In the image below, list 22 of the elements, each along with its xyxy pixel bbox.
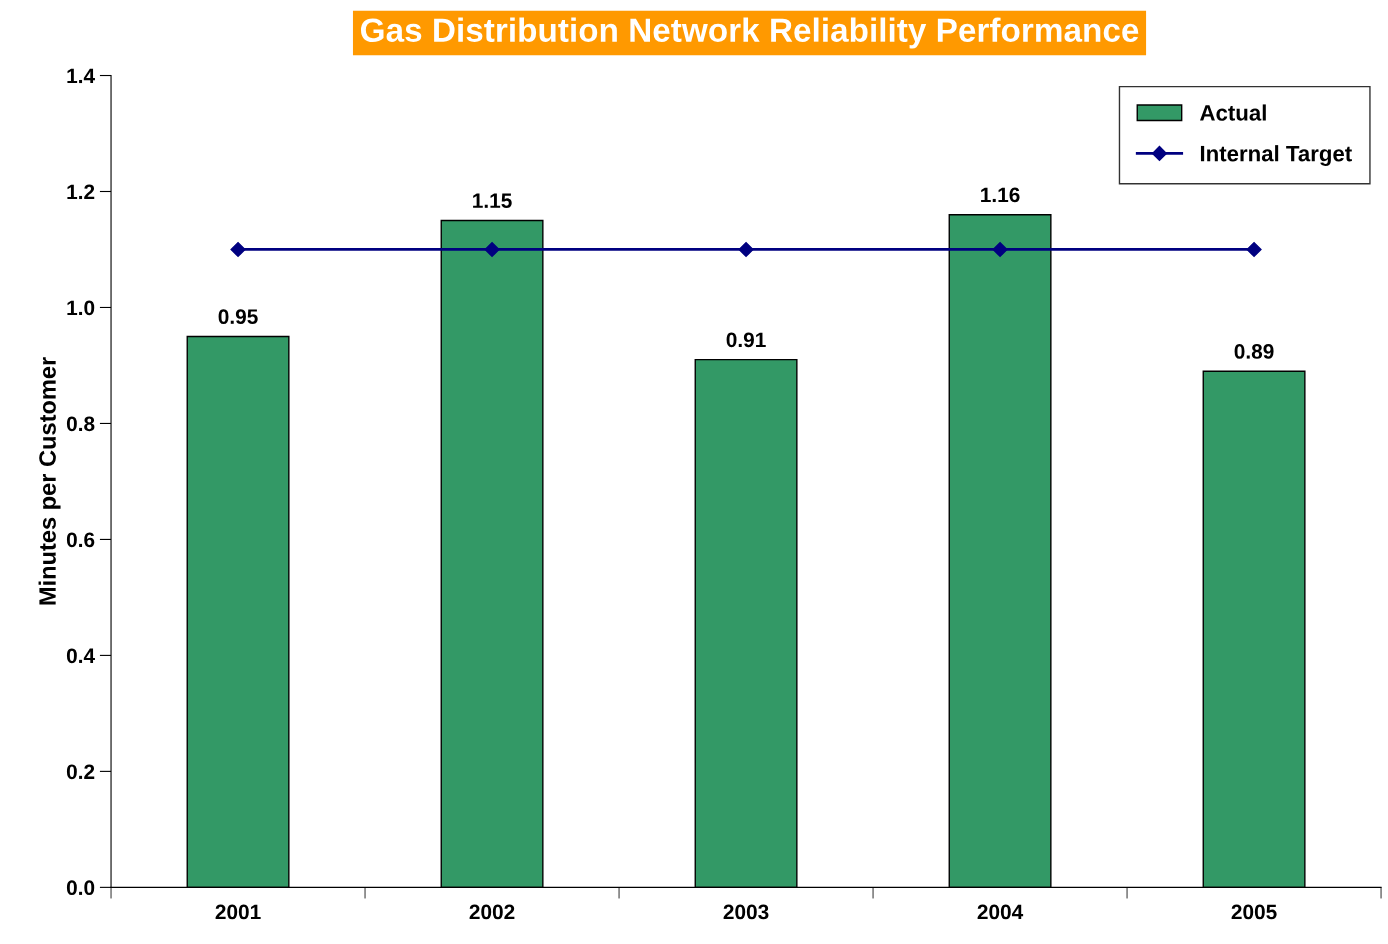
data-label: 0.91	[726, 332, 766, 348]
y-tick-label: 0.8	[66, 416, 95, 432]
data-label: 1.15	[473, 193, 512, 209]
y-tick-label: 1.4	[67, 68, 95, 84]
y-tick-label: 0.6	[66, 532, 95, 548]
x-tick-label: 2002	[469, 904, 515, 920]
data-label: 0.89	[1234, 344, 1274, 359]
data-label: 1.16	[981, 187, 1020, 203]
legend-label: Internal Target	[1200, 145, 1352, 166]
data-label: 0.95	[218, 309, 258, 325]
x-tick-label: 2005	[1231, 904, 1277, 920]
chart-title: Gas Distribution Network Reliability Performance	[361, 17, 1139, 49]
x-tick-label: 2003	[723, 904, 769, 920]
y-tick-label: 1.2	[67, 184, 95, 200]
y-tick-label: 0.0	[66, 880, 95, 896]
y-axis-title: Minutes per Customer	[38, 357, 61, 605]
y-tick-label: 0.2	[66, 764, 95, 780]
x-tick-label: 2004	[977, 904, 1024, 920]
y-tick-label: 1.0	[67, 300, 95, 316]
x-tick-label: 2001	[215, 904, 261, 920]
y-tick-label: 0.4	[66, 648, 95, 664]
legend-label: Actual	[1200, 104, 1266, 121]
